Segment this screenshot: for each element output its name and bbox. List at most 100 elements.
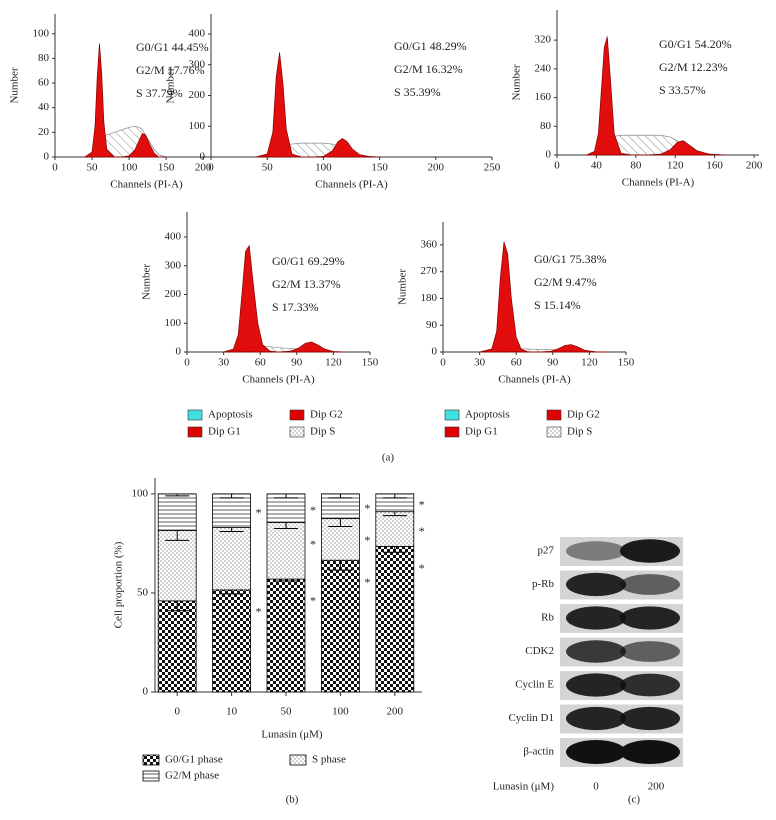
legend-label: Dip G2 [310, 409, 343, 421]
legend-label: Apoptosis [208, 409, 253, 421]
x-tick-label: 120 [325, 357, 342, 369]
y-axis-label: Number [165, 67, 177, 103]
y-tick-label: 100 [165, 317, 182, 329]
x-tick-label: 30 [218, 357, 230, 369]
legend-label: Apoptosis [465, 409, 510, 421]
legend-swatch [444, 409, 460, 421]
significance-star: * [419, 498, 425, 512]
x-tick-label: 0 [174, 706, 180, 718]
blot-band [620, 673, 680, 697]
y-tick-label: 40 [38, 101, 50, 113]
legend-label: Dip G2 [567, 409, 600, 421]
legend-swatch [546, 409, 562, 421]
error-bar [274, 522, 298, 530]
legend-swatch [546, 426, 562, 438]
y-axis-label: Number [511, 64, 523, 100]
y-tick-label: 320 [535, 34, 552, 46]
y-tick-label: 80 [540, 120, 552, 132]
legend-swatch [187, 409, 203, 421]
x-tick-label: 0 [554, 160, 560, 172]
significance-star: * [364, 501, 370, 515]
y-tick-label: 240 [535, 62, 552, 74]
error-bar [219, 527, 244, 532]
red-area [586, 140, 725, 156]
error-bar [274, 493, 298, 499]
x-tick-label: 50 [281, 706, 293, 718]
y-tick-label: 0 [432, 346, 438, 358]
x-tick-label: 80 [630, 160, 642, 172]
y-tick-label: 50 [137, 586, 149, 598]
error-bar [382, 493, 407, 499]
y-axis-label: Number [9, 67, 21, 103]
legend-swatch [289, 754, 307, 766]
bar-segment [266, 493, 306, 523]
x-tick-label: 90 [291, 357, 303, 369]
blot-xlabel: Lunasin (μM) [493, 781, 555, 793]
panel-label: (a) [382, 452, 395, 464]
y-tick-label: 360 [421, 238, 438, 250]
blot-label: β-actin [523, 746, 554, 758]
y-tick-label: 300 [189, 58, 206, 70]
error-bar [165, 600, 190, 612]
annotation: S 33.57% [659, 83, 706, 97]
blot-band [566, 640, 626, 663]
y-tick-label: 300 [165, 259, 182, 271]
legend-label: Dip S [310, 426, 335, 438]
red-area [255, 52, 380, 158]
blot-band [620, 706, 680, 731]
bar-segment [266, 578, 306, 693]
x-tick-label: 100 [332, 706, 349, 718]
significance-star: * [364, 575, 370, 589]
x-tick-label: 150 [158, 162, 175, 174]
red-area [223, 341, 346, 353]
legend-label: G0/G1 phase [165, 754, 223, 766]
annotation: G0/G1 54.20% [659, 37, 732, 51]
significance-star: * [310, 537, 316, 551]
y-tick-label: 0 [44, 151, 50, 163]
x-axis-label: Channels (PI-A) [622, 177, 695, 189]
y-tick-label: 270 [421, 265, 438, 277]
x-tick-label: 50 [87, 162, 99, 174]
x-tick-label: 0 [440, 357, 446, 369]
x-tick-label: 200 [195, 162, 212, 174]
y-tick-label: 180 [421, 292, 438, 304]
annotation: S 37.79% [136, 86, 183, 100]
annotation: G2/M 17.76% [136, 63, 205, 77]
blot-band [620, 539, 680, 563]
y-axis-label: Number [141, 264, 153, 300]
y-tick-label: 0 [143, 686, 149, 698]
y-tick-label: 0 [176, 346, 182, 358]
significance-star: * [310, 594, 316, 608]
x-tick-label: 60 [255, 357, 267, 369]
x-tick-label: 90 [547, 357, 559, 369]
legend-label: Dip S [567, 426, 592, 438]
blot-label: p27 [538, 545, 555, 557]
bar-segment [375, 511, 415, 547]
legend-swatch [289, 426, 305, 438]
annotation: G2/M 13.37% [272, 277, 341, 291]
x-axis-label: Channels (PI-A) [315, 179, 388, 191]
red-area [255, 138, 380, 158]
x-tick-label: 150 [371, 162, 388, 174]
red-area [84, 133, 167, 158]
significance-star: * [364, 533, 370, 547]
annotation: G0/G1 75.38% [534, 252, 607, 266]
y-tick-label: 0 [200, 151, 206, 163]
x-tick-label: 120 [581, 357, 598, 369]
blot-label: CDK2 [525, 645, 554, 657]
y-tick-label: 160 [535, 91, 552, 103]
error-bar [382, 546, 407, 553]
bar-segment [375, 545, 415, 693]
legend-swatch [142, 754, 160, 766]
blot-band [566, 706, 626, 731]
significance-star: * [256, 605, 262, 619]
y-tick-label: 200 [189, 89, 206, 101]
x-tick-label: 0 [208, 162, 214, 174]
annotation: G2/M 16.32% [394, 62, 463, 76]
annotation: S 35.39% [394, 85, 441, 99]
bar-segment [320, 559, 360, 693]
error-bar [165, 530, 190, 541]
bar-segment [157, 493, 197, 531]
blot-band [566, 740, 626, 764]
